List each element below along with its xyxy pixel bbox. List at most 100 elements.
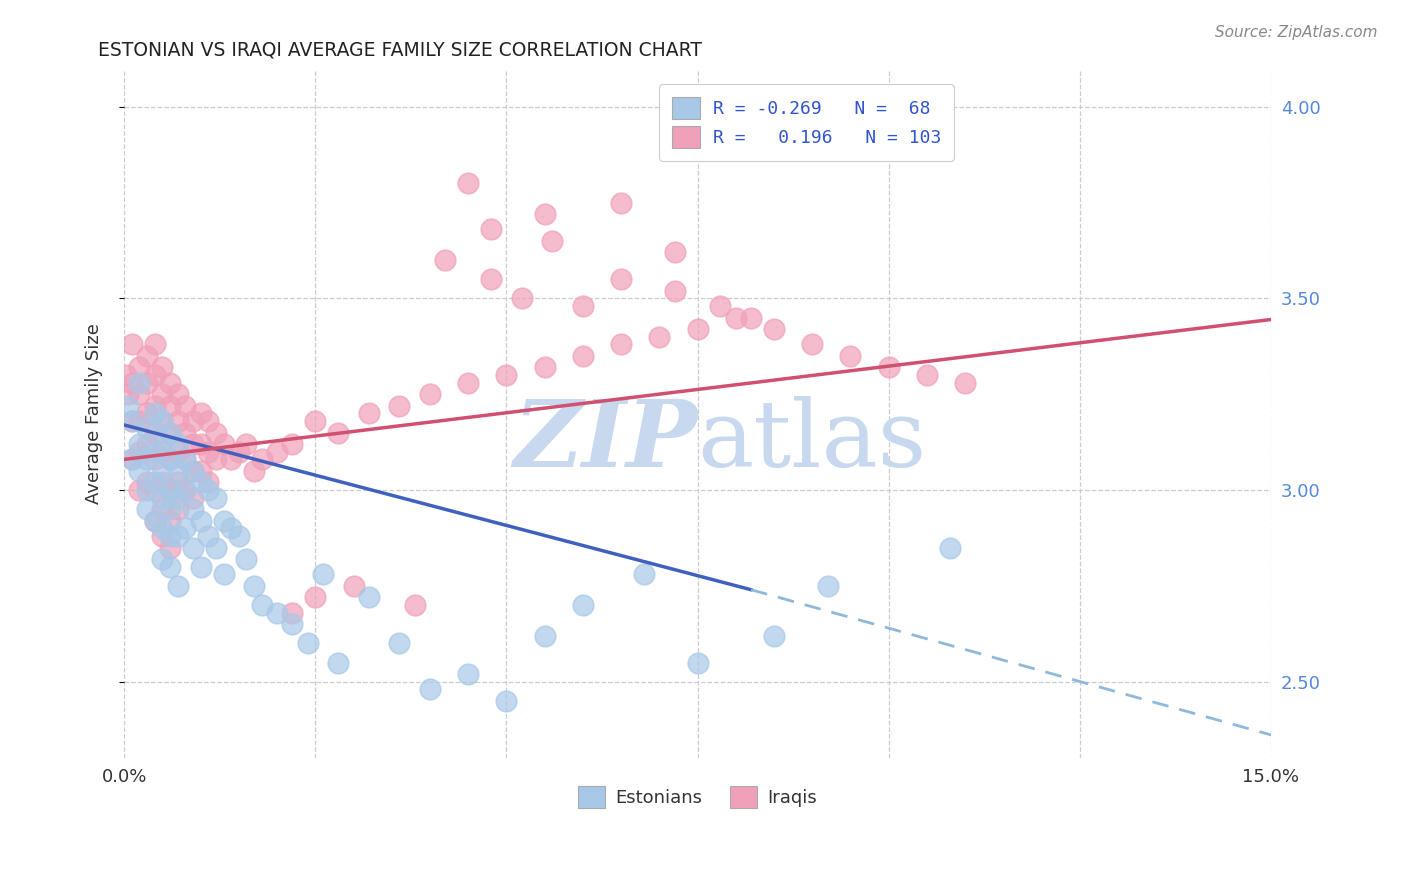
Point bbox=[197, 529, 219, 543]
Point bbox=[128, 387, 150, 401]
Point bbox=[143, 475, 166, 490]
Point bbox=[128, 444, 150, 458]
Point bbox=[479, 272, 502, 286]
Point bbox=[159, 483, 181, 497]
Point bbox=[174, 452, 197, 467]
Point bbox=[166, 502, 188, 516]
Point bbox=[709, 299, 731, 313]
Point bbox=[205, 491, 228, 505]
Point bbox=[572, 349, 595, 363]
Point bbox=[136, 502, 159, 516]
Point bbox=[304, 591, 326, 605]
Point bbox=[166, 475, 188, 490]
Text: ZIP: ZIP bbox=[513, 396, 697, 486]
Point bbox=[181, 502, 204, 516]
Point bbox=[150, 502, 173, 516]
Point bbox=[533, 360, 555, 375]
Point bbox=[190, 406, 212, 420]
Point bbox=[763, 629, 786, 643]
Point bbox=[150, 529, 173, 543]
Point bbox=[150, 475, 173, 490]
Point bbox=[143, 444, 166, 458]
Point bbox=[740, 310, 762, 325]
Point bbox=[610, 195, 633, 210]
Point bbox=[150, 437, 173, 451]
Point bbox=[939, 541, 962, 555]
Point bbox=[166, 579, 188, 593]
Point bbox=[121, 414, 143, 428]
Point bbox=[250, 452, 273, 467]
Y-axis label: Average Family Size: Average Family Size bbox=[86, 323, 103, 504]
Point bbox=[533, 207, 555, 221]
Point bbox=[266, 444, 288, 458]
Point bbox=[128, 483, 150, 497]
Point bbox=[166, 491, 188, 505]
Point bbox=[953, 376, 976, 390]
Point bbox=[190, 437, 212, 451]
Point bbox=[219, 452, 242, 467]
Point bbox=[150, 444, 173, 458]
Point bbox=[150, 387, 173, 401]
Point bbox=[128, 360, 150, 375]
Point bbox=[117, 387, 139, 401]
Point bbox=[228, 444, 250, 458]
Point bbox=[159, 425, 181, 440]
Point bbox=[219, 521, 242, 535]
Point bbox=[817, 579, 839, 593]
Point bbox=[159, 452, 181, 467]
Point bbox=[212, 514, 235, 528]
Point bbox=[159, 399, 181, 413]
Point bbox=[143, 425, 166, 440]
Point bbox=[166, 444, 188, 458]
Point bbox=[143, 514, 166, 528]
Point bbox=[150, 464, 173, 478]
Point bbox=[181, 541, 204, 555]
Point bbox=[166, 529, 188, 543]
Point bbox=[143, 399, 166, 413]
Point bbox=[419, 387, 441, 401]
Point bbox=[121, 452, 143, 467]
Point bbox=[197, 483, 219, 497]
Point bbox=[250, 598, 273, 612]
Point bbox=[281, 617, 304, 632]
Point bbox=[266, 606, 288, 620]
Point bbox=[839, 349, 862, 363]
Point bbox=[763, 322, 786, 336]
Point bbox=[128, 376, 150, 390]
Point bbox=[150, 552, 173, 566]
Point bbox=[235, 552, 257, 566]
Point bbox=[495, 368, 517, 383]
Point bbox=[150, 521, 173, 535]
Point bbox=[357, 406, 380, 420]
Point bbox=[174, 452, 197, 467]
Point bbox=[479, 222, 502, 236]
Point bbox=[664, 284, 686, 298]
Point bbox=[159, 529, 181, 543]
Point bbox=[205, 452, 228, 467]
Point bbox=[610, 337, 633, 351]
Point bbox=[150, 414, 173, 428]
Point bbox=[915, 368, 938, 383]
Point bbox=[664, 245, 686, 260]
Point bbox=[457, 667, 479, 681]
Point bbox=[724, 310, 747, 325]
Point bbox=[212, 437, 235, 451]
Point bbox=[136, 422, 159, 436]
Point bbox=[541, 234, 564, 248]
Point bbox=[235, 437, 257, 451]
Point bbox=[128, 414, 150, 428]
Point bbox=[159, 483, 181, 497]
Point bbox=[281, 437, 304, 451]
Point bbox=[143, 514, 166, 528]
Point bbox=[388, 636, 411, 650]
Point bbox=[143, 368, 166, 383]
Point bbox=[648, 330, 671, 344]
Point bbox=[297, 636, 319, 650]
Point bbox=[357, 591, 380, 605]
Point bbox=[190, 514, 212, 528]
Point bbox=[457, 177, 479, 191]
Text: Source: ZipAtlas.com: Source: ZipAtlas.com bbox=[1215, 25, 1378, 40]
Point bbox=[328, 656, 350, 670]
Point bbox=[143, 483, 166, 497]
Point bbox=[181, 491, 204, 505]
